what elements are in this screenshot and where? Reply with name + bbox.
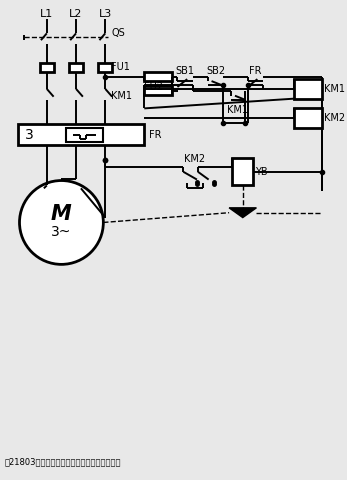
Bar [66,128,103,142]
Text: FU1: FU1 [111,62,130,72]
Bar [144,72,171,81]
Text: KM1: KM1 [324,84,345,94]
Text: FR: FR [249,66,262,76]
Text: SB1: SB1 [176,66,195,76]
Bar [18,124,144,145]
Bar [294,79,322,98]
Text: KM2: KM2 [184,154,205,164]
Text: KM1: KM1 [227,105,248,115]
Text: L3: L3 [99,9,112,19]
Text: QS: QS [111,28,125,38]
Text: FR: FR [149,130,162,140]
Text: M: M [51,204,72,224]
Text: 3: 3 [25,128,34,142]
Text: FU2: FU2 [144,82,163,92]
Text: KM2: KM2 [324,113,345,123]
Text: KM1: KM1 [111,91,132,101]
Text: SB2: SB2 [206,66,225,76]
Bar [69,62,83,72]
Polygon shape [229,208,256,217]
Text: YB: YB [255,167,268,177]
Text: L2: L2 [69,9,83,19]
Text: L1: L1 [40,9,53,19]
Bar [294,108,322,128]
Bar [99,62,112,72]
Text: 3~: 3~ [51,225,71,239]
Bar [232,158,253,185]
Bar [144,86,171,95]
Circle shape [19,180,103,264]
Text: 图21803防止电磁抱闸延时的电动机控制线路图: 图21803防止电磁抱闸延时的电动机控制线路图 [5,457,121,466]
Bar [40,62,54,72]
